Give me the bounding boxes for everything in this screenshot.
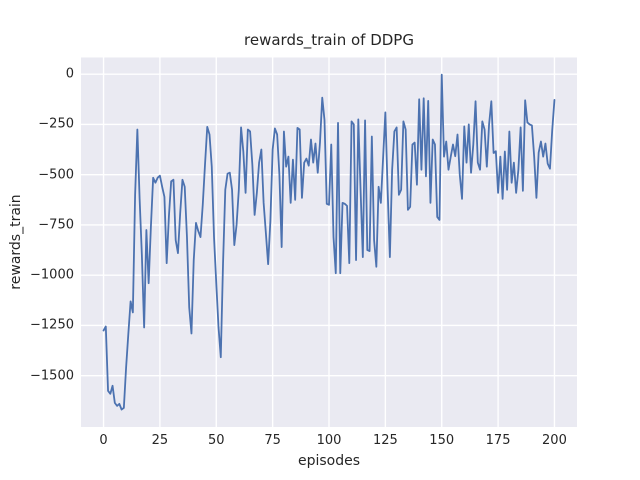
x-tick-label: 75 xyxy=(264,433,281,448)
y-tick-label: −750 xyxy=(38,217,74,233)
y-tick-label: −250 xyxy=(38,116,74,132)
chart-title: rewards_train of DDPG xyxy=(244,31,414,49)
x-tick-label: 0 xyxy=(99,433,108,448)
y-tick-label: −500 xyxy=(38,167,74,183)
y-tick-label: −1500 xyxy=(30,368,74,384)
y-axis-label: rewards_train xyxy=(8,194,24,290)
x-tick-label: 50 xyxy=(207,433,225,448)
x-tick-label: 150 xyxy=(429,433,455,448)
x-tick-label: 200 xyxy=(542,433,567,448)
x-tick-label: 25 xyxy=(151,433,169,448)
gridlines xyxy=(81,57,577,427)
y-tick-label: −1250 xyxy=(30,317,74,333)
y-tick-label: −1000 xyxy=(30,267,74,283)
x-axis-label: episodes xyxy=(297,453,361,469)
rewards-line xyxy=(102,73,556,411)
x-tick-label: 125 xyxy=(372,433,398,448)
x-tick-label: 175 xyxy=(485,433,511,448)
x-tick-label: 100 xyxy=(316,433,342,448)
y-tick-label: 0 xyxy=(65,66,74,82)
